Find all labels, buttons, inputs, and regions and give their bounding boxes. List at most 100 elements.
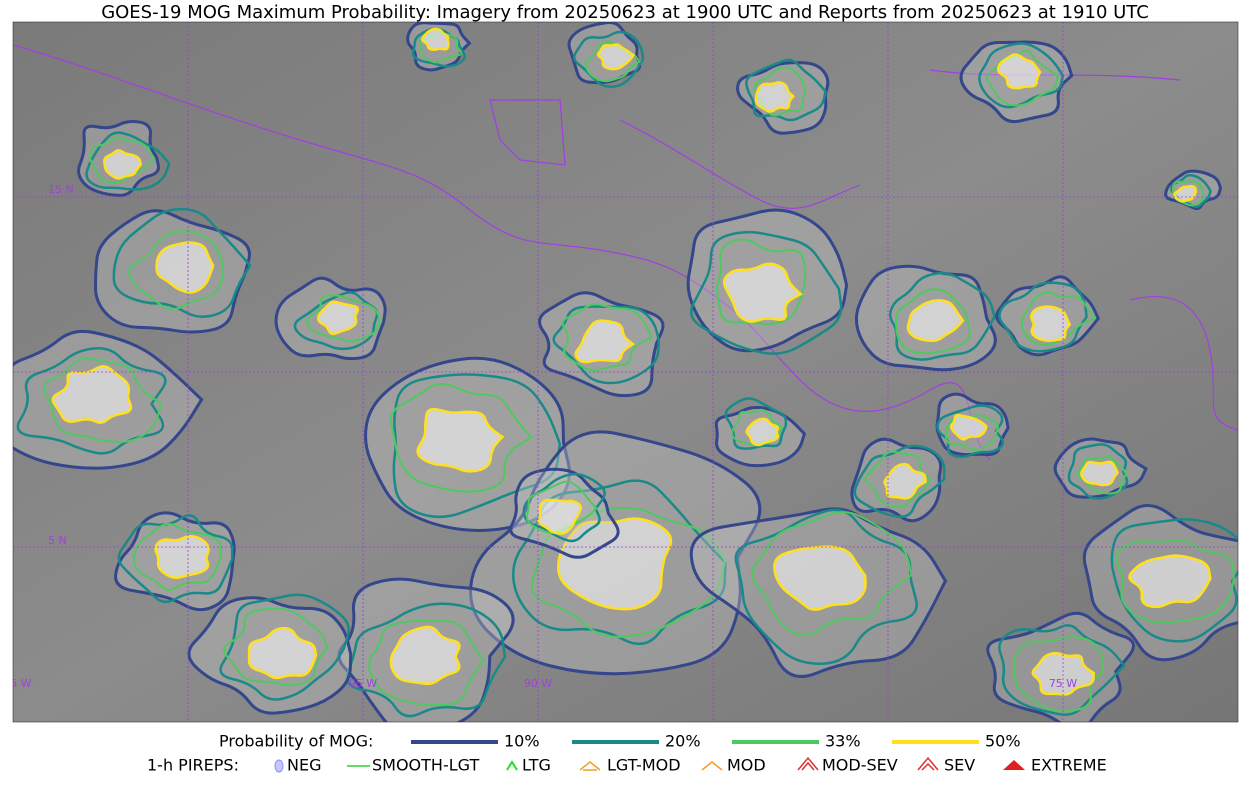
coastline xyxy=(929,69,1238,431)
contour xyxy=(389,382,533,493)
contour xyxy=(219,593,350,701)
contour xyxy=(552,305,661,385)
contour xyxy=(936,404,1005,458)
pirep-symbol xyxy=(506,760,518,771)
lon-label: 105 W xyxy=(0,677,32,690)
contour xyxy=(561,303,653,372)
contour xyxy=(117,514,234,604)
lat-label: 5 N xyxy=(48,534,67,547)
coastline xyxy=(619,119,861,209)
contour xyxy=(1110,518,1238,643)
contour xyxy=(128,230,225,311)
contour xyxy=(345,602,507,718)
contour xyxy=(42,357,163,443)
contour xyxy=(895,288,971,355)
contour xyxy=(112,207,252,318)
contour xyxy=(51,365,133,424)
legend-pireps: 1-h PIREPS: NEG SMOOTH-LGT LTG LGT-MOD M… xyxy=(147,756,1107,775)
contour xyxy=(88,136,155,185)
contour xyxy=(392,373,562,519)
legend-label: 1-h PIREPS: xyxy=(147,756,239,775)
coastline xyxy=(13,44,991,461)
contour xyxy=(745,58,827,122)
lat-label: 15 N xyxy=(48,183,74,196)
contour xyxy=(596,43,636,71)
legend-entry: SMOOTH-LGT xyxy=(372,756,479,775)
contour xyxy=(751,511,913,637)
pirep-symbol xyxy=(579,761,601,771)
contour xyxy=(773,545,867,611)
contour xyxy=(293,291,379,351)
contour xyxy=(155,241,215,294)
contour xyxy=(949,413,988,441)
contour xyxy=(572,30,645,88)
legend-probability: Probability of MOG: 10% 20% 33% 50% xyxy=(219,732,1021,751)
contour xyxy=(722,262,803,323)
contour xyxy=(1076,455,1128,495)
contour xyxy=(734,508,918,665)
contour xyxy=(1173,184,1198,203)
contour xyxy=(986,49,1060,107)
legend-entry: MOD-SEV xyxy=(822,756,898,775)
legend-entry: NEG xyxy=(287,756,321,775)
contour xyxy=(889,271,996,361)
legend-entry: EXTREME xyxy=(1031,756,1107,775)
contour xyxy=(1030,305,1072,342)
contour xyxy=(530,506,727,638)
legend-entry: MOD xyxy=(727,756,766,775)
contour xyxy=(154,534,210,579)
legend-label: Probability of MOG: xyxy=(219,732,373,751)
contour xyxy=(512,479,727,646)
pirep-symbol xyxy=(701,761,723,771)
lon-label: 75 W xyxy=(1049,677,1077,690)
contour xyxy=(853,444,946,518)
pirep-symbol xyxy=(917,756,939,771)
contour xyxy=(1128,554,1212,609)
contour xyxy=(716,238,807,326)
contour xyxy=(132,522,223,592)
contour xyxy=(998,624,1126,717)
contour xyxy=(1021,291,1097,346)
contour xyxy=(421,27,450,51)
contour xyxy=(537,498,583,535)
contour xyxy=(368,619,485,707)
legend-entry: 20% xyxy=(665,732,701,751)
contour xyxy=(883,462,927,500)
legend-entry: LGT-MOD xyxy=(607,756,681,775)
pirep-symbol xyxy=(274,759,284,773)
graticule xyxy=(13,22,1238,722)
contour xyxy=(906,299,965,343)
contours xyxy=(13,22,1238,722)
contour xyxy=(1080,460,1119,487)
legend-entry: 50% xyxy=(985,732,1021,751)
contour xyxy=(103,149,143,180)
contour xyxy=(247,626,318,680)
contour xyxy=(389,625,461,686)
contour xyxy=(690,230,843,355)
legend-entry: SEV xyxy=(944,756,975,775)
contour xyxy=(996,53,1042,90)
contour xyxy=(1114,539,1235,624)
legend-entry: 33% xyxy=(825,732,861,751)
map: 15 N 5 N 105 W 95 W 90 W 75 W xyxy=(0,22,1238,722)
contour xyxy=(85,131,171,191)
contour xyxy=(222,607,329,687)
pirep-symbol xyxy=(797,756,819,771)
contour xyxy=(556,517,673,611)
contour xyxy=(864,450,932,509)
title: GOES-19 MOG Maximum Probability: Imagery… xyxy=(101,2,1149,23)
lon-label: 90 W xyxy=(524,677,552,690)
contour xyxy=(411,27,466,68)
pirep-symbol xyxy=(1003,760,1025,770)
map-frame xyxy=(12,21,1239,723)
contour xyxy=(745,417,780,447)
lon-label: 95 W xyxy=(349,677,377,690)
contour xyxy=(306,294,382,343)
contour xyxy=(522,472,606,543)
contour xyxy=(416,407,505,473)
contour xyxy=(1012,636,1104,713)
border xyxy=(489,99,566,166)
legend-entry: 10% xyxy=(504,732,540,751)
